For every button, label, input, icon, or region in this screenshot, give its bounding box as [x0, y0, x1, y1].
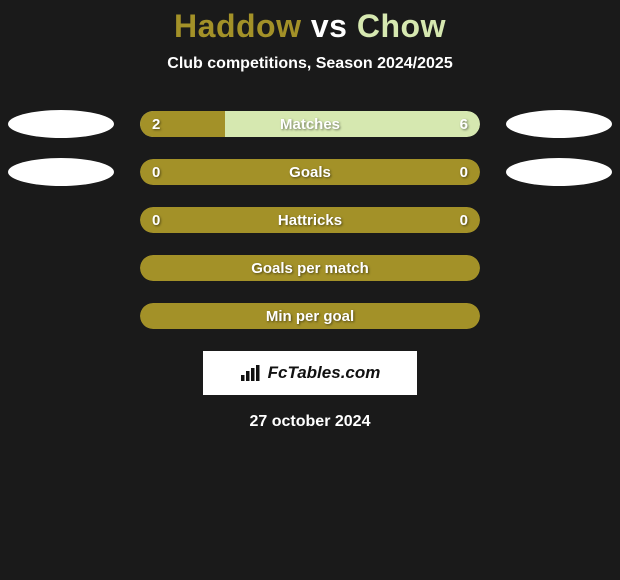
player-left-marker	[8, 206, 114, 234]
stat-row: Goals per match	[0, 255, 620, 281]
stat-label: Goals	[140, 164, 480, 181]
source-badge: FcTables.com	[203, 351, 417, 395]
stat-bar: Goals per match	[140, 255, 480, 281]
player-right-marker	[506, 158, 612, 186]
stats-rows: 26Matches 00Goals 00Hattricks Goals per mat…	[0, 111, 620, 329]
player-left-marker	[8, 302, 114, 330]
player-right-marker	[506, 302, 612, 330]
player-left-marker	[8, 158, 114, 186]
stat-label: Hattricks	[140, 212, 480, 229]
stat-label: Matches	[140, 116, 480, 133]
stat-bar: 00Hattricks	[140, 207, 480, 233]
stat-row: 26Matches	[0, 111, 620, 137]
player-right-marker	[506, 254, 612, 282]
stat-row: Min per goal	[0, 303, 620, 329]
stat-label: Min per goal	[140, 308, 480, 325]
page-title: Haddow vs Chow	[0, 8, 620, 45]
stat-row: 00Hattricks	[0, 207, 620, 233]
title-vs: vs	[301, 8, 356, 44]
player-left-marker	[8, 254, 114, 282]
stat-bar: 26Matches	[140, 111, 480, 137]
player-left-marker	[8, 110, 114, 138]
stat-bar: 00Goals	[140, 159, 480, 185]
title-right: Chow	[357, 8, 446, 44]
player-right-marker	[506, 206, 612, 234]
stat-bar: Min per goal	[140, 303, 480, 329]
subtitle: Club competitions, Season 2024/2025	[0, 55, 620, 73]
chart-icon	[240, 364, 262, 382]
date-text: 27 october 2024	[0, 413, 620, 431]
comparison-container: Haddow vs Chow Club competitions, Season…	[0, 0, 620, 431]
stat-label: Goals per match	[140, 260, 480, 277]
stat-row: 00Goals	[0, 159, 620, 185]
player-right-marker	[506, 110, 612, 138]
badge-text: FcTables.com	[268, 363, 381, 383]
title-left: Haddow	[174, 8, 301, 44]
